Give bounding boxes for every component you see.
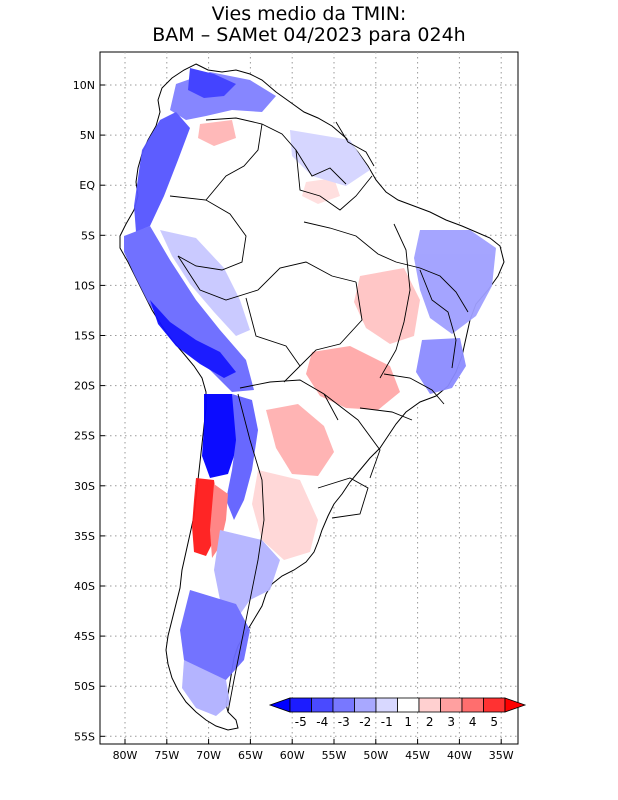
legend-label: 4 xyxy=(469,715,477,729)
bias-neg-pale-peru xyxy=(160,230,250,336)
legend-label: -2 xyxy=(359,715,371,729)
lon-tick-label: 40W xyxy=(447,749,472,762)
bias-neg-north-strong xyxy=(188,68,236,98)
lon-tick-label: 65W xyxy=(238,749,263,762)
lon-tick-label: 55W xyxy=(322,749,347,762)
bias-neg-patagonia-pale xyxy=(182,660,230,716)
legend-swatch xyxy=(289,697,312,713)
legend-swatch xyxy=(397,697,420,713)
longitude-axis: 80W 75W 70W 65W 60W 55W 50W 45W 40W 35W xyxy=(113,739,514,762)
bias-pos-chile-central-pale xyxy=(210,484,228,558)
lat-tick-label: 5N xyxy=(80,129,95,142)
legend-label: -4 xyxy=(316,715,328,729)
legend-label: -5 xyxy=(295,715,307,729)
bias-pos-brazil-southeast xyxy=(306,346,400,410)
lon-tick-label: 70W xyxy=(196,749,221,762)
lat-tick-label: EQ xyxy=(79,179,95,192)
legend-swatch xyxy=(418,697,441,713)
bias-neg-argentina-central xyxy=(214,530,280,620)
bias-neg-andes-argentina xyxy=(226,394,258,520)
color-legend: -5 -4 -3 -2 -1 1 2 3 4 5 xyxy=(268,697,527,729)
country-borders xyxy=(169,117,469,713)
legend-label: 2 xyxy=(426,715,434,729)
lat-tick-label: 40S xyxy=(74,580,95,593)
bias-pos-venezuela xyxy=(198,120,236,146)
legend-swatch xyxy=(375,697,398,713)
lon-tick-label: 35W xyxy=(489,749,514,762)
lat-tick-label: 15S xyxy=(74,330,95,343)
bias-pos-amazon-east xyxy=(302,178,340,204)
bias-pos-argentina-north xyxy=(266,404,334,476)
map-title-line-1: Vies medio da TMIN: xyxy=(211,3,407,25)
lon-tick-label: 80W xyxy=(113,749,138,762)
legend-swatch xyxy=(332,697,355,713)
lat-tick-label: 20S xyxy=(74,380,95,393)
lat-tick-label: 45S xyxy=(74,630,95,643)
bias-field xyxy=(124,68,496,716)
map-title-line-2: BAM – SAMet 04/2023 para 024h xyxy=(152,24,466,46)
legend-label: 3 xyxy=(447,715,455,729)
bias-neg-andes-north xyxy=(134,112,190,232)
bias-neg-andes-peru-strong xyxy=(150,300,236,378)
bias-neg-brazil-east xyxy=(416,338,466,394)
lat-tick-label: 25S xyxy=(74,430,95,443)
lat-tick-label: 10S xyxy=(74,279,95,292)
legend-label: -3 xyxy=(338,715,350,729)
lat-tick-label: 30S xyxy=(74,480,95,493)
lon-tick-label: 60W xyxy=(280,749,305,762)
legend-swatch xyxy=(461,697,484,713)
legend-swatch xyxy=(440,697,463,713)
bias-pos-argentina-plain xyxy=(252,470,318,560)
lat-tick-label: 10N xyxy=(73,79,95,92)
lon-tick-label: 45W xyxy=(405,749,430,762)
legend-swatch xyxy=(311,697,334,713)
lon-tick-label: 75W xyxy=(154,749,179,762)
legend-label: 5 xyxy=(490,715,498,729)
latitude-axis: 10N 5N EQ 5S 10S 15S 20S 25S 30S 35S 40S 45S 50S 55S xyxy=(73,79,105,743)
lon-tick-label: 50W xyxy=(363,749,388,762)
legend-arrow-high xyxy=(504,697,527,713)
legend-label: 1 xyxy=(404,715,412,729)
lat-tick-label: 35S xyxy=(74,530,95,543)
bias-neg-brazil-northeast xyxy=(414,230,496,334)
bias-neg-andes-peru xyxy=(124,226,254,392)
lat-tick-label: 50S xyxy=(74,680,95,693)
legend-label: -1 xyxy=(381,715,393,729)
legend-swatch xyxy=(483,697,506,713)
bias-neg-patagonia xyxy=(180,590,250,682)
legend-swatch xyxy=(354,697,377,713)
lat-tick-label: 5S xyxy=(81,229,95,242)
lat-tick-label: 55S xyxy=(74,730,95,743)
bias-neg-chile-north xyxy=(202,394,238,478)
